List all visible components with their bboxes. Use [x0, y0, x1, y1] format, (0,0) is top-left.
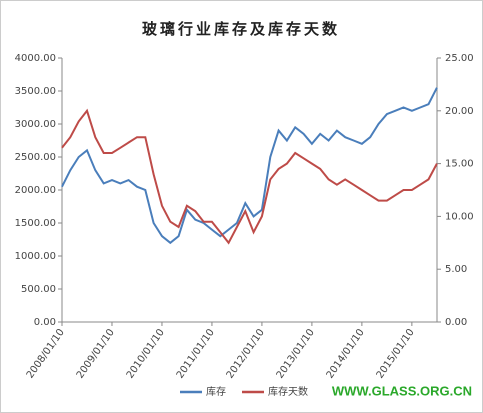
y2-tick-label: 0.00 — [445, 317, 467, 328]
series-line — [61, 108, 438, 245]
legend-label: 库存天数 — [268, 385, 308, 398]
legend-label: 库存 — [206, 385, 226, 398]
y2-tick-label: 10.00 — [445, 211, 474, 222]
series-line — [61, 87, 438, 245]
y-tick-label: 1000.00 — [15, 251, 56, 262]
y-tick-label: 2000.00 — [15, 185, 56, 196]
y-tick-label: 500.00 — [21, 284, 56, 295]
y2-tick-label: 25.00 — [445, 53, 474, 64]
y-tick-label: 2500.00 — [15, 152, 56, 163]
y-tick-label: 0.00 — [34, 317, 56, 328]
y2-tick-label: 5.00 — [445, 264, 467, 275]
y2-tick-label: 15.00 — [445, 159, 474, 170]
y-tick-label: 1500.00 — [15, 218, 56, 229]
y-tick-label: 3500.00 — [15, 86, 56, 97]
y2-tick-label: 20.00 — [445, 106, 474, 117]
y-tick-label: 3000.00 — [15, 119, 56, 130]
y-tick-label: 4000.00 — [15, 53, 56, 64]
watermark: WWW.GLASS.ORG.CN — [332, 383, 472, 398]
chart-title: 玻璃行业库存及库存天数 — [142, 20, 340, 38]
